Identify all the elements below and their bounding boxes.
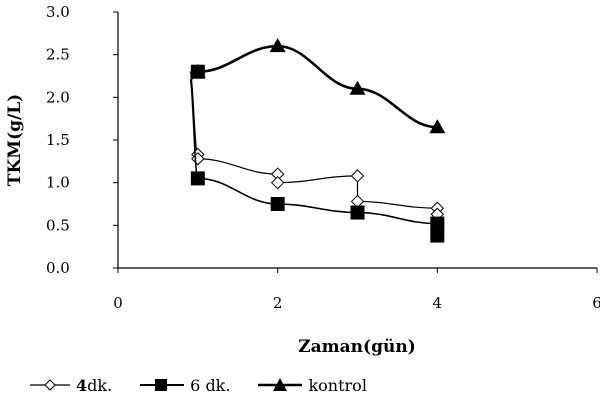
series-line	[197, 44, 438, 129]
data-point-square	[270, 197, 285, 211]
series-0	[189, 71, 445, 221]
x-tick-label: 0	[113, 294, 123, 312]
x-axis-title: Zaman(gün)	[298, 337, 415, 357]
series-line	[189, 70, 439, 236]
data-point-diamond	[270, 175, 285, 190]
y-axis-title: TKM(g/L)	[5, 94, 25, 186]
legend: 4 dk. 6 dk. kontrol	[28, 372, 393, 398]
data-point-square	[350, 205, 365, 220]
y-tick-label: 1.5	[46, 131, 70, 149]
data-point-triangle	[189, 63, 206, 78]
y-tick-label: 0.0	[46, 259, 70, 277]
data-point-diamond	[350, 169, 365, 183]
legend-item-4dk: 4 dk.	[28, 376, 112, 395]
legend-marker-triangle-icon	[258, 378, 303, 391]
legend-label: 6 dk.	[190, 375, 231, 395]
x-tick-label: 6	[592, 294, 600, 312]
data-point-square	[430, 216, 445, 231]
legend-label: kontrol	[308, 375, 367, 395]
legend-label: dk.	[87, 375, 113, 395]
line-chart: 0 2 4 6 0.0 0.5 1.0 1.5 2.0 2.5 3.0 Zaman(gün) TKM…	[5, 3, 600, 357]
data-point-triangle	[269, 38, 286, 53]
data-point-triangle	[429, 119, 446, 134]
legend-item-kontrol: kontrol	[256, 375, 367, 395]
tick-labels: 0 2 4 6 0.0 0.5 1.0 1.5 2.0 2.5 3.0	[46, 3, 600, 312]
legend-label-bold: 4	[76, 375, 88, 395]
legend-item-6dk: 6 dk.	[138, 376, 230, 395]
legend-marker-square-icon	[140, 379, 185, 391]
series-2	[189, 38, 446, 134]
data-point-triangle	[349, 80, 366, 95]
data-point-square	[430, 228, 445, 243]
y-tick-label: 3.0	[46, 3, 70, 21]
series-1	[189, 64, 445, 243]
x-tick-label: 2	[273, 294, 283, 312]
series-layer	[189, 38, 446, 243]
axes	[113, 11, 598, 273]
series-line	[189, 71, 438, 215]
y-tick-label: 0.5	[46, 216, 70, 234]
x-tick-label: 4	[433, 294, 443, 312]
y-tick-label: 2.5	[46, 46, 70, 64]
y-tick-label: 1.0	[46, 174, 70, 192]
legend-marker-diamond-icon	[30, 379, 70, 391]
data-point-square	[190, 171, 205, 186]
y-tick-label: 2.0	[46, 88, 70, 106]
